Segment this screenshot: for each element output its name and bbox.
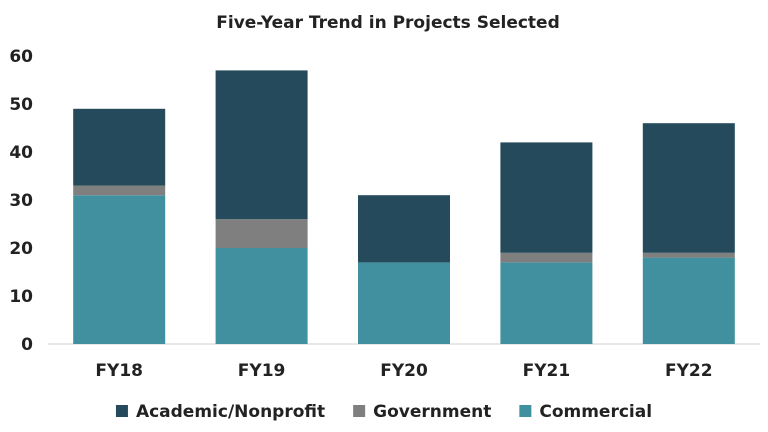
bar-segment-commercial (500, 262, 593, 344)
bar-segment-commercial (358, 262, 450, 344)
x-category-label: FY21 (523, 361, 571, 381)
bar-segment-commercial (73, 195, 166, 344)
y-axis: 0 10 20 30 40 50 60 (9, 47, 760, 355)
legend-swatch (115, 405, 128, 417)
bar-segment-government (73, 185, 166, 196)
legend-swatch (353, 405, 366, 417)
bar-segment-academic-nonprofit (642, 123, 735, 253)
bar-segment-academic-nonprofit (215, 70, 308, 220)
x-category-label: FY22 (665, 361, 713, 381)
x-category-label: FY18 (95, 361, 143, 381)
bar-segment-government (215, 219, 308, 248)
legend-label: Commercial (539, 402, 652, 422)
bar-segment-academic-nonprofit (500, 142, 593, 253)
y-tick-label: 50 (9, 95, 33, 115)
x-axis: FY18 FY19 FY20 FY21 FY22 (95, 361, 712, 381)
y-tick-label: 40 (9, 143, 33, 163)
y-tick-label: 60 (9, 47, 33, 67)
x-category-label: FY20 (380, 361, 428, 381)
y-tick-label: 20 (9, 239, 33, 259)
x-category-label: FY19 (238, 361, 286, 381)
legend: Academic/Nonprofit Government Commercial (115, 402, 652, 422)
y-tick-label: 30 (9, 191, 33, 211)
y-tick-label: 10 (9, 287, 33, 307)
bar-segment-academic-nonprofit (358, 195, 450, 263)
bar-segment-government (642, 252, 735, 258)
y-tick-label: 0 (21, 335, 33, 355)
legend-swatch (519, 405, 532, 417)
legend-label: Academic/Nonprofit (136, 402, 325, 422)
chart-title: Five-Year Trend in Projects Selected (216, 13, 560, 33)
bar-segment-commercial (215, 248, 308, 344)
bar-segment-commercial (642, 257, 735, 344)
bar-segment-government (500, 252, 593, 263)
bar-segment-academic-nonprofit (73, 108, 166, 186)
legend-label: Government (373, 402, 491, 422)
bars (73, 70, 735, 344)
